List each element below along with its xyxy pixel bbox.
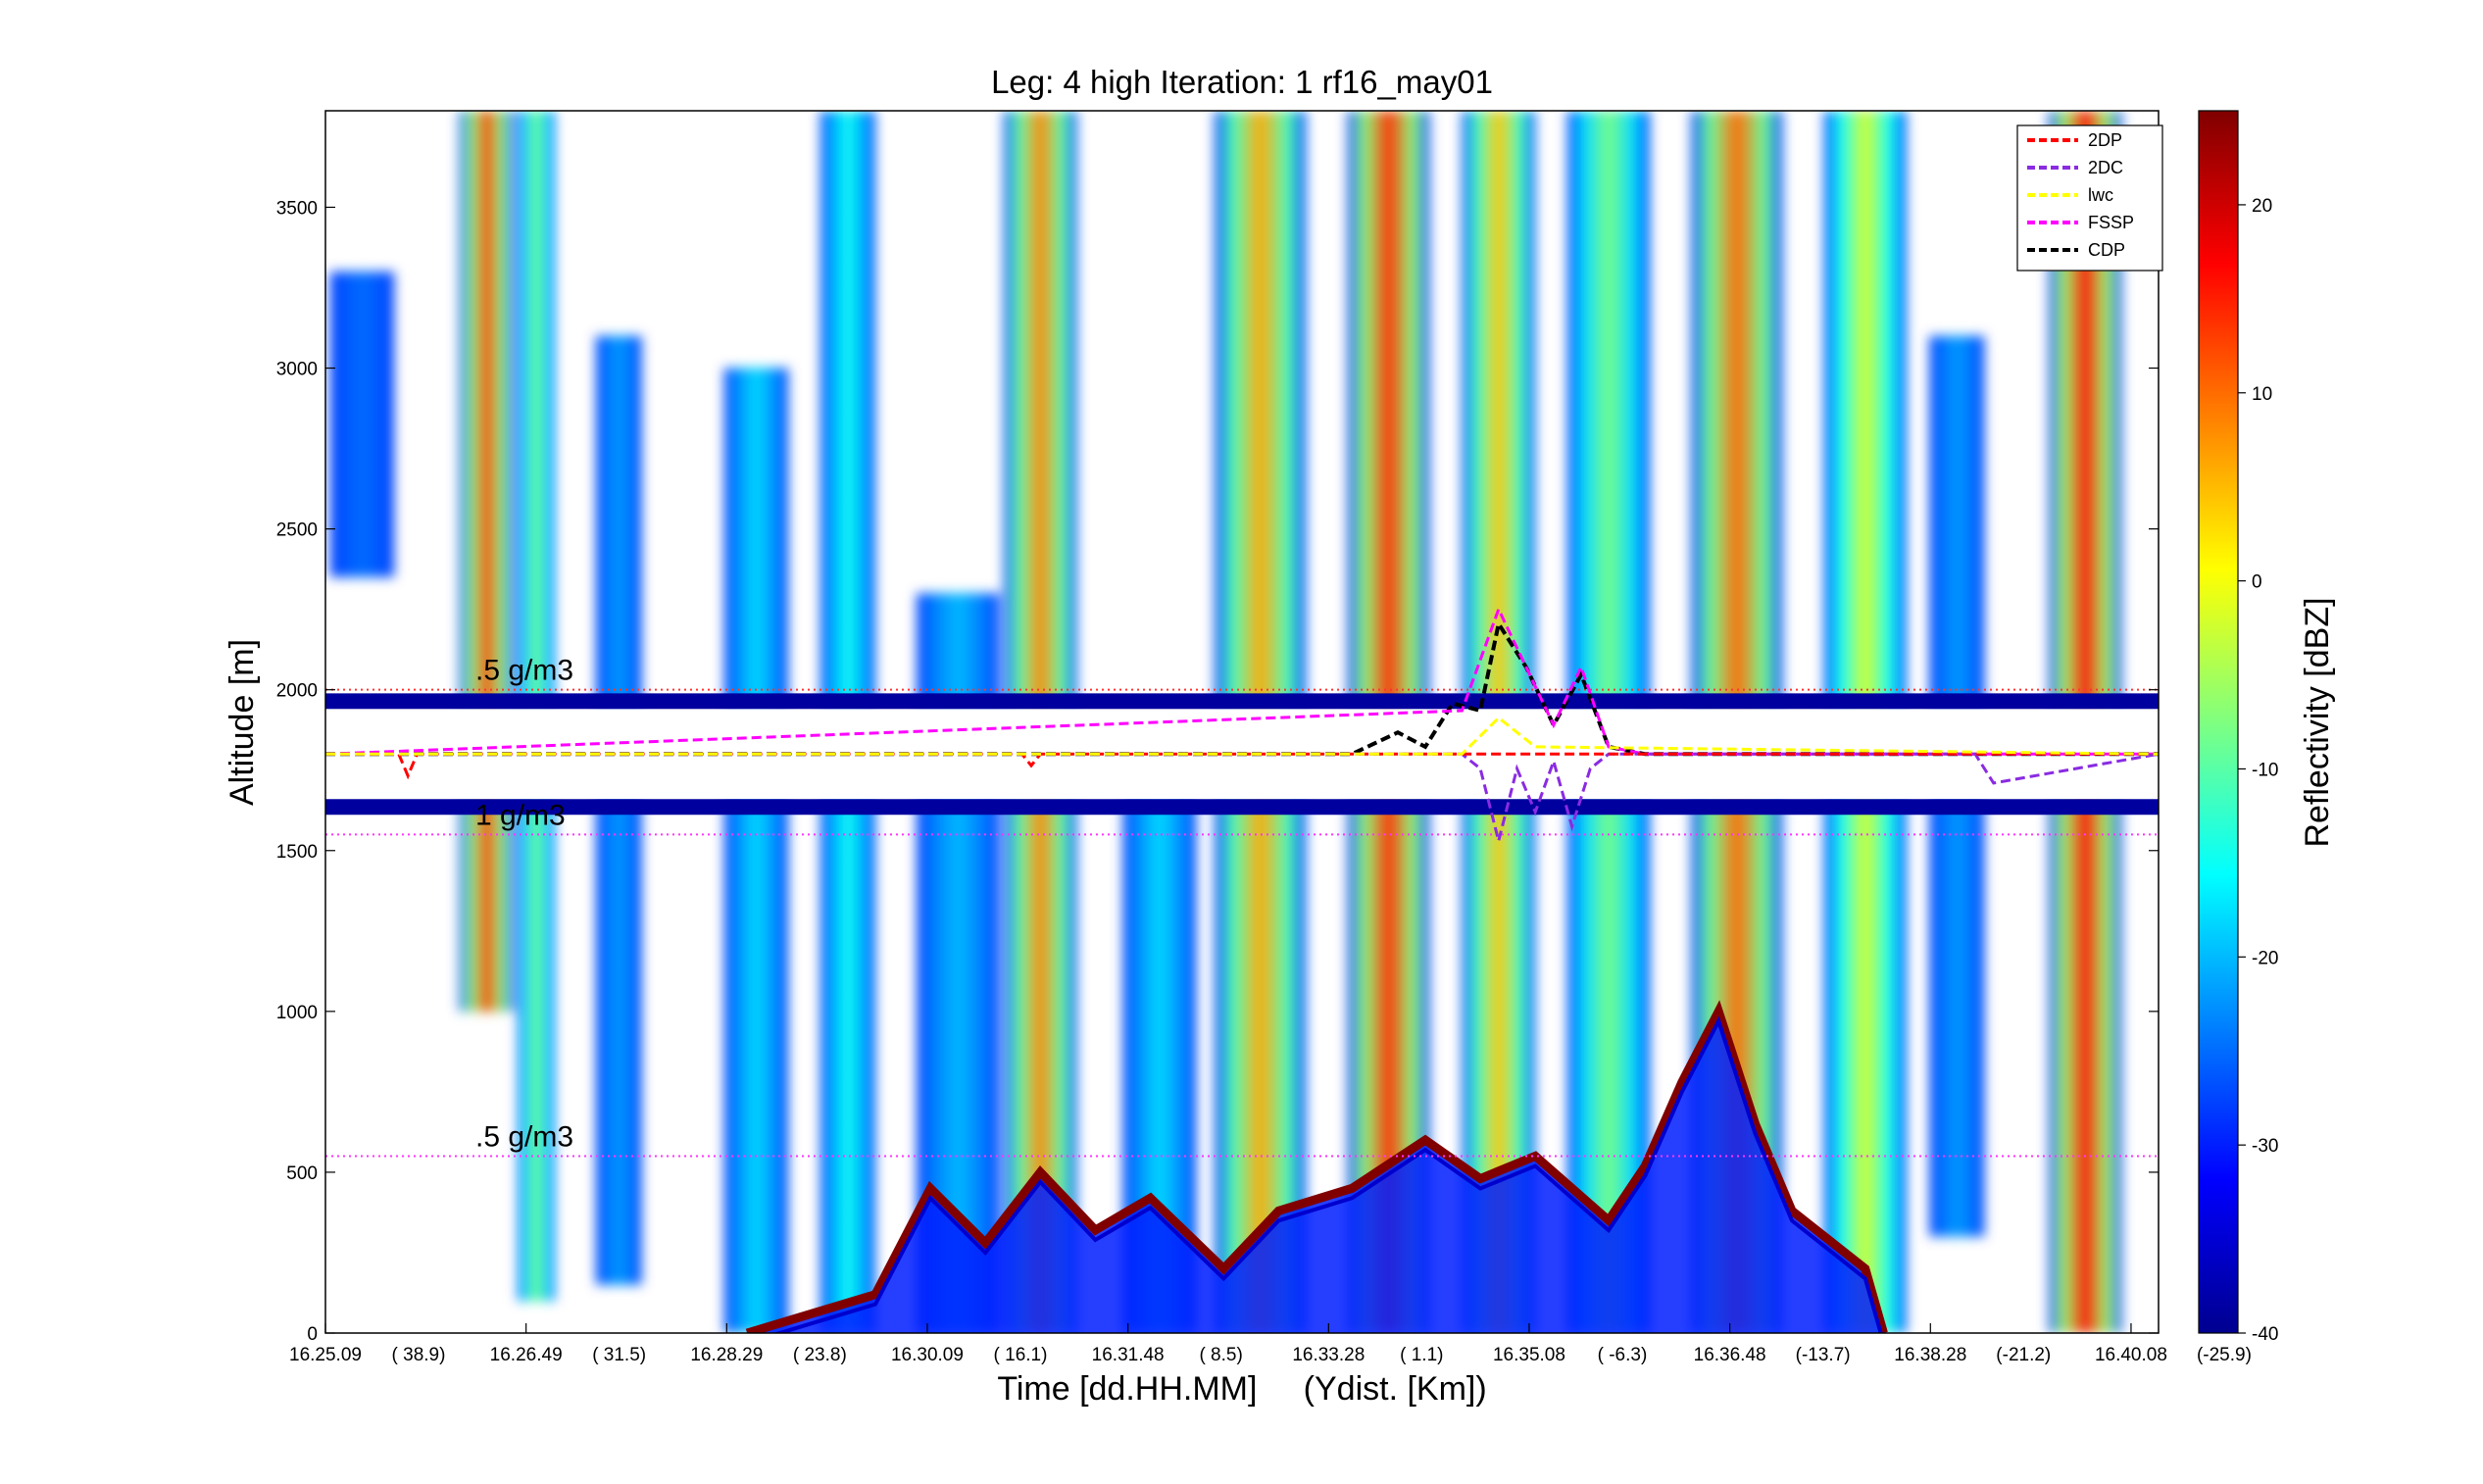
cloud-column bbox=[459, 111, 515, 1012]
x-tick-time-label: 16.25.09 bbox=[289, 1345, 362, 1365]
colorbar-tick-label: -10 bbox=[2252, 760, 2278, 780]
legend-label: CDP bbox=[2088, 240, 2125, 260]
y-tick-label: 3000 bbox=[276, 360, 318, 380]
x-axis-ticks: 16.25.09 ( 38.9) 16.26.49 ( 31.5) 16.28.29 ( … bbox=[289, 1323, 2252, 1365]
x-tick-time-label: 16.30.09 bbox=[891, 1345, 964, 1365]
series-2dp bbox=[325, 752, 2159, 780]
y-axis-ticks: 0 500 1000 1500 2000 2500 3000 3500 bbox=[276, 198, 2159, 1345]
y-tick-label: 2000 bbox=[276, 681, 318, 702]
surface-echo-fill bbox=[747, 1011, 1884, 1333]
x-tick-distance-label: ( 38.9) bbox=[392, 1345, 446, 1365]
plot-frame bbox=[324, 110, 2160, 1334]
surface-echo-line bbox=[745, 1000, 1888, 1333]
y-tick-label: 1500 bbox=[276, 842, 318, 863]
reference-line-label: .5 g/m3 bbox=[475, 1121, 573, 1154]
y-axis-label: Altitude [m] bbox=[223, 639, 261, 806]
probe-series bbox=[325, 605, 2159, 842]
legend-label: 2DP bbox=[2088, 130, 2122, 150]
legend-label: lwc bbox=[2088, 185, 2113, 205]
colorbar-tick-label: -40 bbox=[2252, 1324, 2278, 1345]
legend-box bbox=[2016, 124, 2163, 272]
cloud-column bbox=[723, 368, 789, 1333]
x-tick-time-label: 16.28.29 bbox=[690, 1345, 763, 1365]
y-tick-label: 3500 bbox=[276, 198, 318, 219]
x-tick-distance-label: ( 8.5) bbox=[1199, 1345, 1242, 1365]
y-tick-label: 0 bbox=[307, 1324, 318, 1345]
series-fssp bbox=[325, 605, 2159, 756]
colorbar-ticks: 20 10 0 -10 -20 -30 -40 bbox=[2238, 196, 2278, 1345]
colorbar-tick-label: 20 bbox=[2252, 196, 2272, 217]
x-tick-time-label: 16.36.48 bbox=[1694, 1345, 1766, 1365]
x-tick-time-label: 16.26.49 bbox=[490, 1345, 563, 1365]
colorbar-tick-label: -30 bbox=[2252, 1136, 2278, 1157]
colorbar-tick-label: -20 bbox=[2252, 948, 2278, 968]
x-tick-time-label: 16.31.48 bbox=[1092, 1345, 1165, 1365]
x-tick-time-label: 16.40.08 bbox=[2095, 1345, 2167, 1365]
x-tick-time-label: 16.38.28 bbox=[1894, 1345, 1966, 1365]
chart-title: Leg: 4 high Iteration: 1 rf16_may01 bbox=[991, 64, 1493, 100]
colorbar-tick-label: 0 bbox=[2252, 572, 2262, 593]
x-tick-distance-label: ( 23.8) bbox=[793, 1345, 847, 1365]
gap-edge-bottom bbox=[325, 799, 2159, 816]
gap-edge-top bbox=[325, 693, 2159, 710]
colorbar-label: Reflectivity [dBZ] bbox=[2299, 597, 2336, 847]
legend-label: FSSP bbox=[2088, 213, 2134, 232]
x-tick-distance-label: ( 31.5) bbox=[592, 1345, 646, 1365]
reference-line-label: 1 g/m3 bbox=[475, 799, 566, 831]
cloud-column bbox=[329, 272, 395, 577]
y-tick-label: 2500 bbox=[276, 520, 318, 541]
surface-echo-edge bbox=[772, 1015, 1883, 1333]
legend: 2DP 2DC lwc FSSP CDP bbox=[2016, 124, 2163, 272]
surface-echo bbox=[745, 1000, 1888, 1333]
y-tick-label: 500 bbox=[286, 1163, 318, 1184]
series-2dc bbox=[325, 752, 2159, 842]
x-tick-distance-label: ( 16.1) bbox=[994, 1345, 1048, 1365]
reference-line-labels: .5 g/m3 1 g/m3 .5 g/m3 bbox=[475, 655, 573, 1154]
x-axis-label: Time [dd.HH.MM] (Ydist. [Km]) bbox=[997, 1370, 1486, 1408]
series-lwc bbox=[325, 716, 2159, 756]
reference-line-label: .5 g/m3 bbox=[475, 655, 573, 687]
x-tick-time-label: 16.33.28 bbox=[1292, 1345, 1365, 1365]
y-tick-label: 1000 bbox=[276, 1003, 318, 1023]
x-tick-distance-label: ( -6.3) bbox=[1598, 1345, 1648, 1365]
x-tick-time-label: 16.35.08 bbox=[1493, 1345, 1565, 1365]
legend-label: 2DC bbox=[2088, 158, 2123, 177]
x-tick-distance-label: (-25.9) bbox=[2197, 1345, 2252, 1365]
colorbar-tick-label: 10 bbox=[2252, 384, 2272, 405]
colorbar-gradient bbox=[2198, 110, 2239, 1334]
x-tick-distance-label: (-21.2) bbox=[1996, 1345, 2051, 1365]
x-tick-distance-label: ( 1.1) bbox=[1400, 1345, 1443, 1365]
series-cdp bbox=[325, 618, 2159, 757]
x-tick-distance-label: (-13.7) bbox=[1796, 1345, 1851, 1365]
plot-area bbox=[325, 111, 2159, 1333]
colorbar: 20 10 0 -10 -20 -30 -40 Reflectivity [dBZ] bbox=[2198, 110, 2336, 1345]
